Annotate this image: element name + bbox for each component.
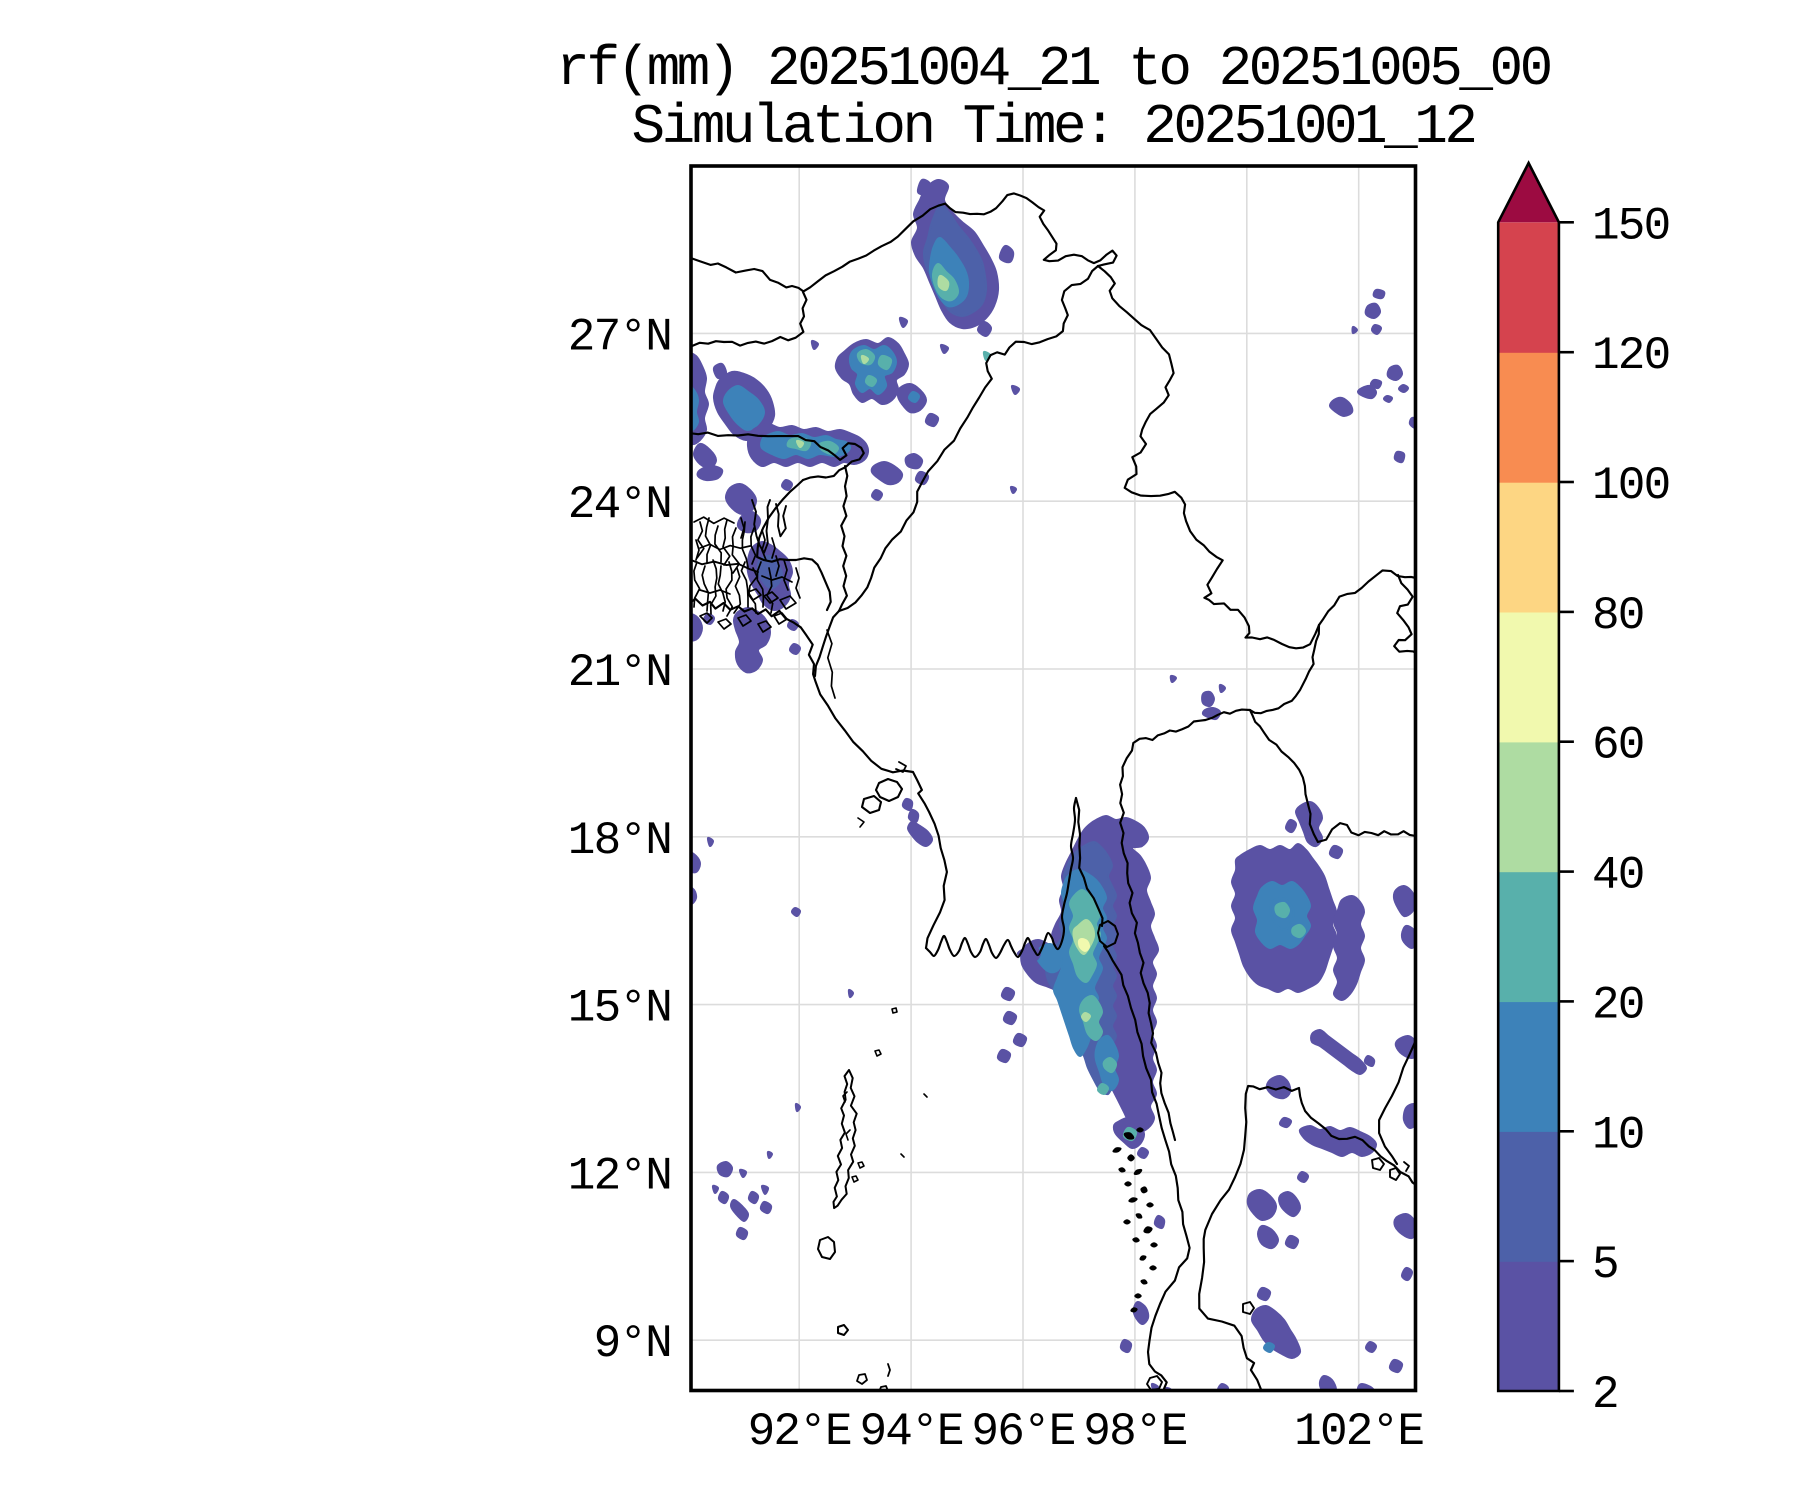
svg-text:20: 20 [1592, 979, 1644, 1031]
svg-text:5: 5 [1592, 1239, 1618, 1291]
svg-text:120: 120 [1592, 330, 1669, 382]
svg-text:102°E: 102°E [1294, 1406, 1423, 1458]
svg-text:12°N: 12°N [568, 1150, 671, 1202]
svg-text:150: 150 [1592, 200, 1669, 252]
svg-text:100: 100 [1592, 460, 1669, 512]
svg-text:21°N: 21°N [568, 647, 671, 699]
svg-text:Simulation Time: 20251001_12: Simulation Time: 20251001_12 [632, 95, 1475, 159]
svg-text:80: 80 [1592, 590, 1644, 642]
svg-text:2: 2 [1592, 1369, 1618, 1421]
svg-text:10: 10 [1592, 1109, 1644, 1161]
svg-text:96°E: 96°E [971, 1406, 1074, 1458]
svg-text:18°N: 18°N [568, 815, 671, 867]
svg-text:rf(mm) 20251004_21 to 20251005: rf(mm) 20251004_21 to 20251005_00 [556, 37, 1550, 101]
svg-text:9°N: 9°N [594, 1318, 671, 1370]
svg-text:94°E: 94°E [859, 1406, 962, 1458]
svg-text:15°N: 15°N [568, 983, 671, 1035]
svg-text:60: 60 [1592, 720, 1644, 772]
svg-text:98°E: 98°E [1083, 1406, 1186, 1458]
svg-text:24°N: 24°N [568, 479, 671, 531]
svg-text:27°N: 27°N [568, 311, 671, 363]
svg-text:40: 40 [1592, 850, 1644, 902]
svg-text:92°E: 92°E [748, 1406, 851, 1458]
